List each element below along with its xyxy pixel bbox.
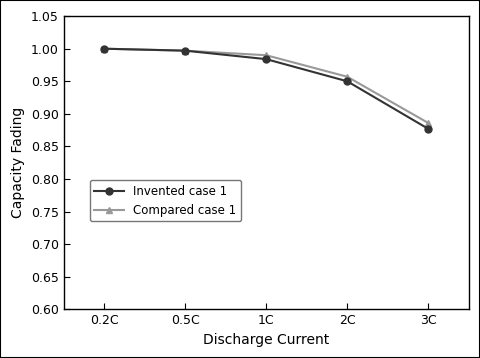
Compared case 1 — [182, 49, 188, 53]
Invented case 1 — [345, 79, 350, 83]
Legend: Invented case 1, Compared case 1: Invented case 1, Compared case 1 — [90, 180, 241, 222]
Compared case 1 — [345, 74, 350, 79]
Invented case 1 — [182, 49, 188, 53]
Compared case 1 — [264, 53, 269, 57]
Invented case 1 — [425, 127, 431, 131]
Invented case 1 — [264, 57, 269, 61]
Compared case 1 — [425, 121, 431, 125]
Invented case 1 — [101, 47, 107, 51]
Y-axis label: Capacity Fading: Capacity Fading — [11, 107, 25, 218]
Line: Compared case 1: Compared case 1 — [101, 45, 432, 126]
Compared case 1 — [101, 47, 107, 51]
X-axis label: Discharge Current: Discharge Current — [203, 333, 329, 347]
Line: Invented case 1: Invented case 1 — [101, 45, 432, 132]
